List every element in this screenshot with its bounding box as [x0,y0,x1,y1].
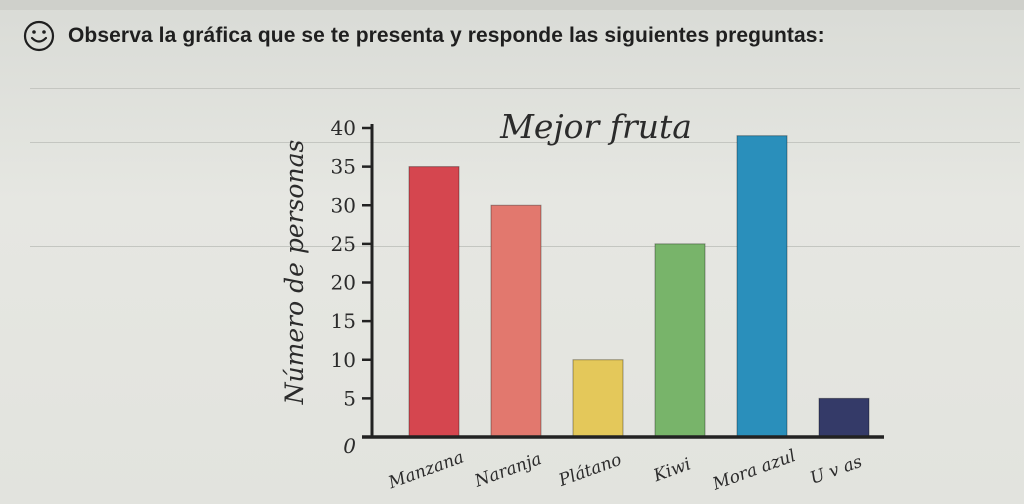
y-axis-label: Número de personas [280,140,309,406]
bar [736,135,788,438]
notebook-line [30,142,1020,143]
y-tick-label: 0 [343,434,356,458]
x-tick-label: Naranja [471,449,544,492]
notebook-line [30,88,1020,89]
bars [408,135,870,438]
y-tick-label: 10 [331,348,356,372]
x-tick-label: Plátano [555,450,624,491]
y-tick-label: 35 [331,155,356,179]
y-tick-label: 5 [343,386,356,410]
x-tick-label: Mora azul [709,446,798,495]
bar [654,243,706,438]
chart-title: Mejor fruta [499,107,692,146]
y-tick-label: 30 [331,193,356,217]
x-tick-label: U v as [808,452,865,489]
bar [408,166,460,438]
bar [572,359,624,438]
x-axis-labels: Manzana Naranja Plátano Kiwi Mora azul U v as [385,446,865,495]
x-tick-label: Manzana [385,447,467,493]
bar [818,397,870,438]
y-tick-label: 20 [331,271,356,295]
top-strip [0,0,1024,10]
y-tick-label: 15 [331,309,356,333]
y-tick-label: 25 [331,232,356,256]
smiley-icon [23,20,55,52]
bar [490,204,542,438]
y-axis-ticks: 0 5 10 15 20 25 30 35 40 [331,116,372,458]
x-tick-label: Kiwi [650,454,694,486]
instruction-text: Observa la gráfica que se te presenta y … [68,24,825,47]
instruction: Observa la gráfica que se te presenta y … [22,16,1022,56]
y-tick-label: 40 [331,116,356,140]
